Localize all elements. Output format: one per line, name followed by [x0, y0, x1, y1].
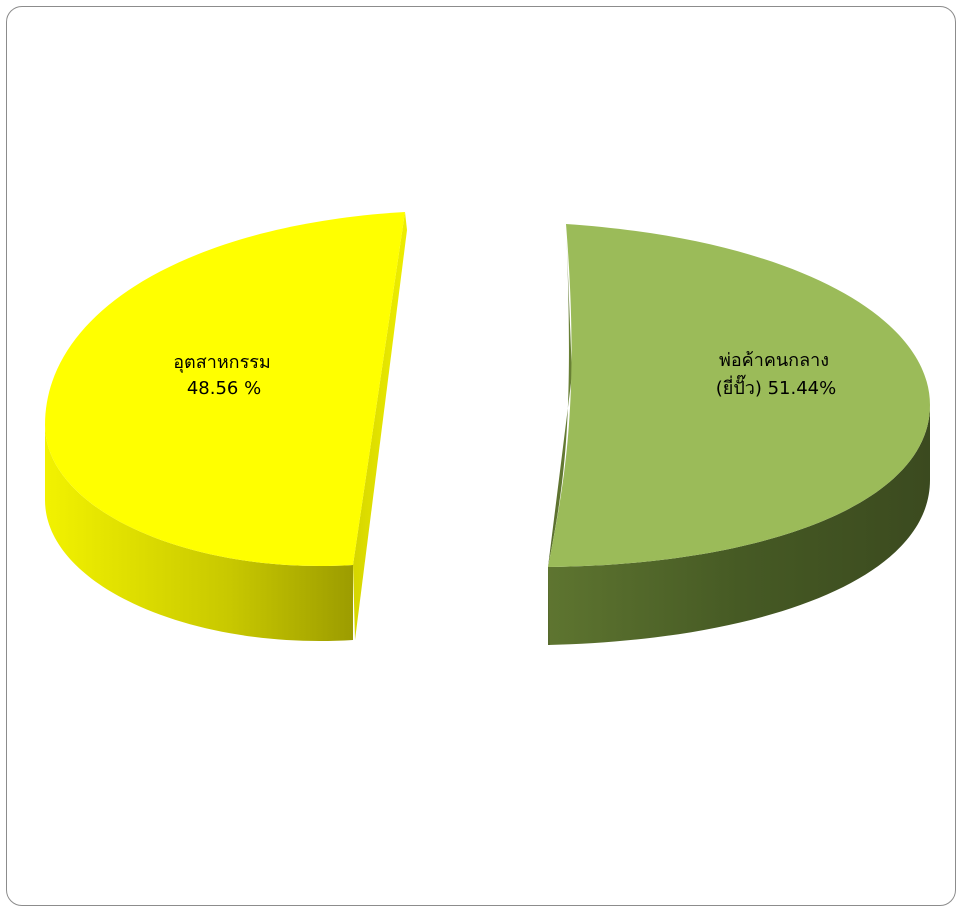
slice-industry-top: [45, 212, 405, 567]
slice-middleman-label-name: พ่อค้าคนกลาง: [719, 350, 829, 371]
slice-industry-cut-edge: [353, 212, 407, 640]
slice-industry-label-name: อุตสาหกรรม: [173, 352, 271, 373]
slice-industry-side: [45, 425, 353, 642]
slice-middleman: พ่อค้าคนกลาง (ยี่ปั๊ว) 51.44%: [548, 224, 930, 645]
slice-middleman-top: [548, 224, 930, 567]
slice-industry-label-value: 48.56 %: [187, 378, 261, 399]
slice-industry: อุตสาหกรรม 48.56 %: [45, 212, 407, 642]
slice-middleman-side: [548, 405, 930, 645]
slice-middleman-label-value: (ยี่ปั๊ว) 51.44%: [716, 374, 836, 399]
